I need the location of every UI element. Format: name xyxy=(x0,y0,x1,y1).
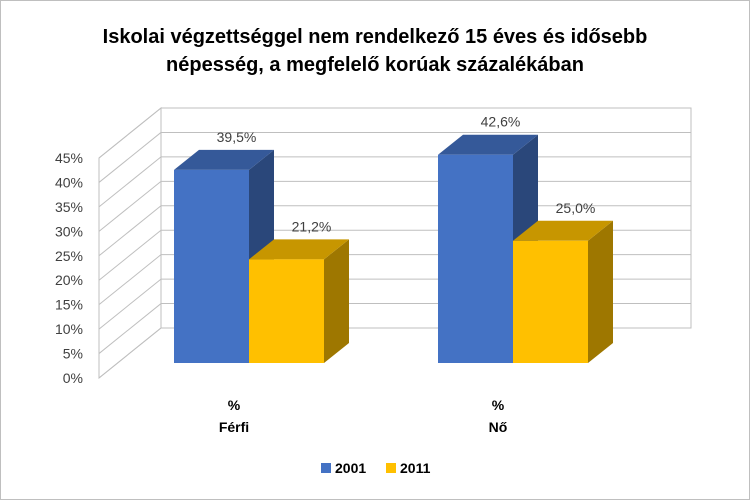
bar-front-face xyxy=(174,169,249,363)
gridline-side xyxy=(98,327,162,379)
bar-top-face xyxy=(174,149,274,170)
bar-top-face xyxy=(513,220,613,241)
legend-label: 2011 xyxy=(400,460,431,476)
y-tick-label: 5% xyxy=(63,346,83,362)
bar-side-face xyxy=(324,239,349,363)
gridline-side xyxy=(98,180,162,232)
data-label: 39,5% xyxy=(217,129,257,145)
y-tick-label: 20% xyxy=(55,272,83,288)
gridline-side xyxy=(98,303,162,354)
data-label: 42,6% xyxy=(481,114,521,130)
side-wall xyxy=(98,106,162,380)
chart-title-line-1: Iskolai végzettséggel nem rendelkező 15 … xyxy=(103,26,648,48)
legend-swatch xyxy=(321,463,331,473)
y-tick-label: 40% xyxy=(55,174,83,190)
gridline-side xyxy=(98,229,162,281)
data-label: 25,0% xyxy=(556,200,596,216)
bar-front-face xyxy=(249,259,324,363)
legend-label: 2001 xyxy=(335,460,366,476)
category-label: Férfi xyxy=(219,419,249,435)
y-tick-label: 35% xyxy=(55,199,83,215)
legend-item-2001: 2001 xyxy=(321,460,366,476)
bar-front-face xyxy=(513,240,588,363)
chart-title-line-2: népesség, a megfelelő korúak százalékába… xyxy=(166,54,584,76)
bar-Férfi-2011 xyxy=(249,239,349,363)
gridline-side xyxy=(98,254,162,306)
data-label: 21,2% xyxy=(292,218,332,234)
gridline-side xyxy=(98,107,162,159)
category-unit-label: % xyxy=(228,397,241,413)
category-unit-label: % xyxy=(492,397,505,413)
y-tick-label: 25% xyxy=(55,248,83,264)
y-tick-label: 45% xyxy=(55,150,83,166)
y-tick-label: 0% xyxy=(63,370,83,386)
gridline-side xyxy=(98,278,162,330)
bar-top-face xyxy=(249,239,349,260)
bar-Nő-2001 xyxy=(438,134,538,363)
legend-item-2011: 2011 xyxy=(386,460,431,476)
y-tick-label: 10% xyxy=(55,321,83,337)
bar-Nő-2011 xyxy=(513,220,613,363)
bar-side-face xyxy=(588,220,613,363)
y-tick-label: 30% xyxy=(55,223,83,239)
gridline-side xyxy=(98,205,162,257)
legend-swatch xyxy=(386,463,396,473)
gridline-side xyxy=(98,132,162,183)
bar-front-face xyxy=(438,154,513,363)
y-tick-label: 15% xyxy=(55,297,83,313)
category-label: Nő xyxy=(489,419,508,435)
bar-top-face xyxy=(438,134,538,155)
gridline-side xyxy=(98,156,162,208)
